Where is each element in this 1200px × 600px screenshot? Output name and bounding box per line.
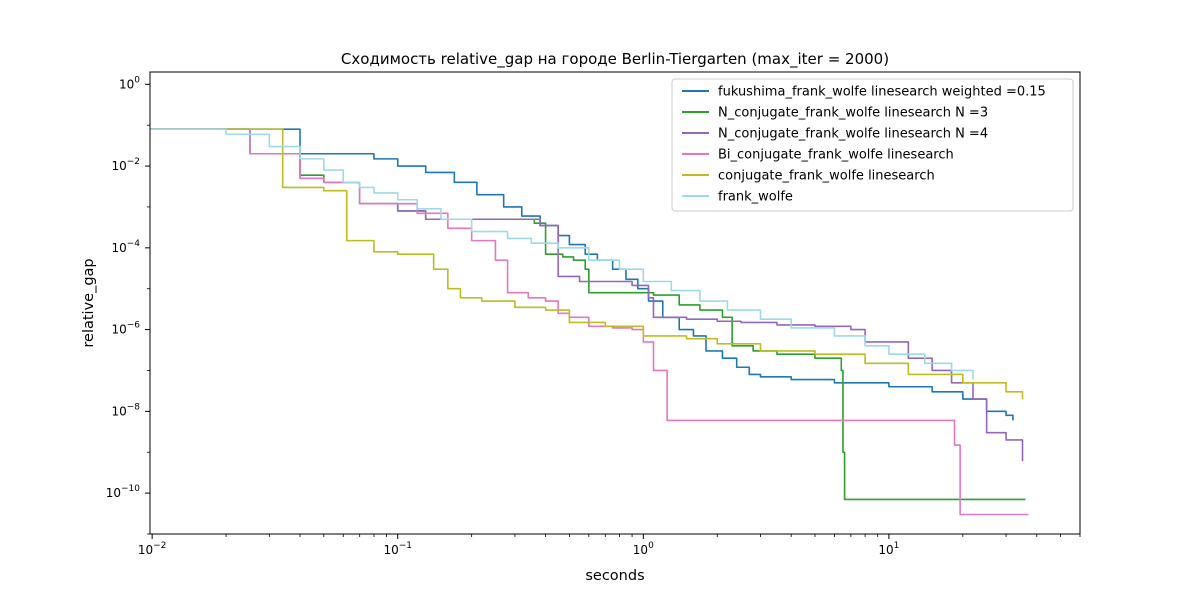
y-tick-label: 10−4 (111, 239, 140, 255)
series-line-0 (150, 128, 1014, 421)
plot-frame (149, 71, 1081, 535)
y-tick-label: 10−6 (111, 321, 140, 337)
x-tick-label: 10−2 (138, 541, 167, 557)
legend: fukushima_frank_wolfe linesearch weighte… (671, 78, 1074, 212)
series-layer (150, 128, 1029, 516)
x-tick-label: 100 (633, 541, 654, 557)
legend-entry: N_conjugate_frank_wolfe linesearch N =3 (718, 106, 988, 121)
y-tick-label: 10−10 (106, 484, 141, 500)
series-line-4 (150, 128, 1024, 400)
y-tick-label: 10−8 (111, 402, 140, 418)
chart-title: Сходимость relative_gap на городе Berlin… (341, 50, 889, 69)
x-axis-label: seconds (585, 568, 644, 584)
y-tick-label: 100 (119, 75, 140, 91)
legend-entry: Bi_conjugate_frank_wolfe linesearch (718, 148, 954, 163)
legend-entry: N_conjugate_frank_wolfe linesearch N =4 (718, 127, 988, 142)
legend-entry: fukushima_frank_wolfe linesearch weighte… (718, 85, 1046, 100)
x-tick-label: 101 (878, 541, 899, 557)
legend-entry: conjugate_frank_wolfe linesearch (718, 169, 935, 184)
x-tick-label: 10−1 (383, 541, 412, 557)
series-line-5 (150, 128, 974, 380)
y-axis-label: relative_gap (81, 258, 97, 347)
y-axis: 100 10−2 10−4 10−6 10−8 10−10 (106, 75, 150, 535)
x-axis: 10−2 10−1 100 101 (138, 534, 1081, 557)
y-tick-label: 10−2 (111, 157, 140, 173)
legend-entry: frank_wolfe (718, 190, 793, 205)
legend-box (671, 78, 1074, 212)
